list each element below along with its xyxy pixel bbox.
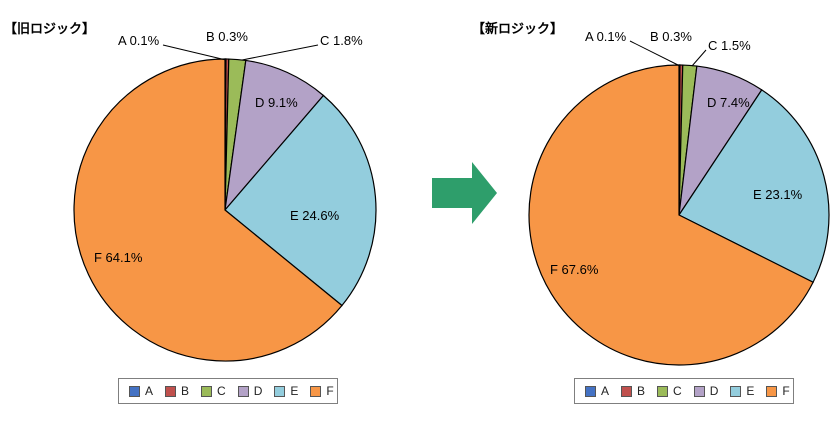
data-label-e: E 23.1% [753, 187, 803, 202]
legend-label: A [145, 384, 154, 398]
legend-label: A [601, 384, 610, 398]
legend-swatch [237, 385, 249, 397]
data-label-e: E 24.6% [290, 208, 340, 223]
legend-label: D [253, 384, 263, 398]
legend-item-b: B [621, 384, 645, 398]
right-arrow-icon [432, 162, 497, 224]
legend-new: A B C D E F [574, 378, 794, 404]
legend-item-b: B [165, 384, 189, 398]
data-label-a: A 0.1% [585, 29, 627, 44]
leader-line-c [691, 49, 707, 67]
pie-slice-e [678, 89, 830, 284]
legend-item-a: A [585, 384, 609, 398]
leader-line-c [241, 44, 319, 61]
legend-label: E [746, 384, 755, 398]
legend-swatch [693, 385, 705, 397]
leader-line-a [162, 44, 227, 61]
pie-slice-e [224, 94, 377, 307]
legend-item-c: C [657, 384, 682, 398]
legend-label: D [709, 384, 719, 398]
legend-swatch [165, 385, 177, 397]
legend-item-e: E [730, 384, 754, 398]
legend-label: B [637, 384, 646, 398]
legend-swatch [129, 385, 140, 397]
data-label-f: F 67.6% [550, 262, 599, 277]
legend-item-d: D [693, 384, 719, 398]
chart-title-new: 【新ロジック】 [472, 21, 563, 36]
legend-item-f: F [766, 384, 790, 398]
data-label-b: B 0.3% [650, 29, 692, 44]
legend-label: C [217, 384, 226, 398]
data-label-d: D 7.4% [707, 95, 750, 110]
data-label-f: F 64.1% [94, 250, 143, 265]
legend-swatch [310, 385, 322, 397]
data-label-c: C 1.8% [320, 33, 363, 48]
chart-title-old: 【旧ロジック】 [4, 21, 95, 36]
legend-item-d: D [237, 384, 263, 398]
legend-label: E [290, 384, 299, 398]
legend-label: F [782, 384, 790, 398]
data-label-c: C 1.5% [708, 38, 751, 53]
legend-item-c: C [201, 384, 226, 398]
legend-label: F [326, 384, 334, 398]
legend-item-e: E [274, 384, 298, 398]
data-label-a: A 0.1% [118, 33, 160, 48]
legend-label: C [673, 384, 682, 398]
data-label-b: B 0.3% [206, 29, 248, 44]
legend-swatch [585, 385, 596, 397]
legend-swatch [730, 385, 742, 397]
legend-swatch [621, 385, 633, 397]
pie-old: A 0.1% B 0.3% C 1.8% D 9.1% E 24.6% F 64.1% [73, 29, 377, 362]
pie-slice-f [73, 58, 343, 362]
legend-swatch [274, 385, 286, 397]
leader-line-a [629, 40, 681, 67]
pie-slice-d [224, 59, 325, 212]
legend-swatch [766, 385, 778, 397]
legend-label: B [181, 384, 190, 398]
pie-slice-f [528, 64, 814, 366]
data-label-d: D 9.1% [255, 95, 298, 110]
legend-swatch [201, 385, 213, 397]
legend-swatch [657, 385, 669, 397]
legend-item-a: A [129, 384, 153, 398]
legend-item-f: F [310, 384, 334, 398]
pie-new: A 0.1% B 0.3% C 1.5% D 7.4% E 23.1% F 67.6% [528, 29, 830, 366]
legend-old: A B C D E F [118, 378, 338, 404]
